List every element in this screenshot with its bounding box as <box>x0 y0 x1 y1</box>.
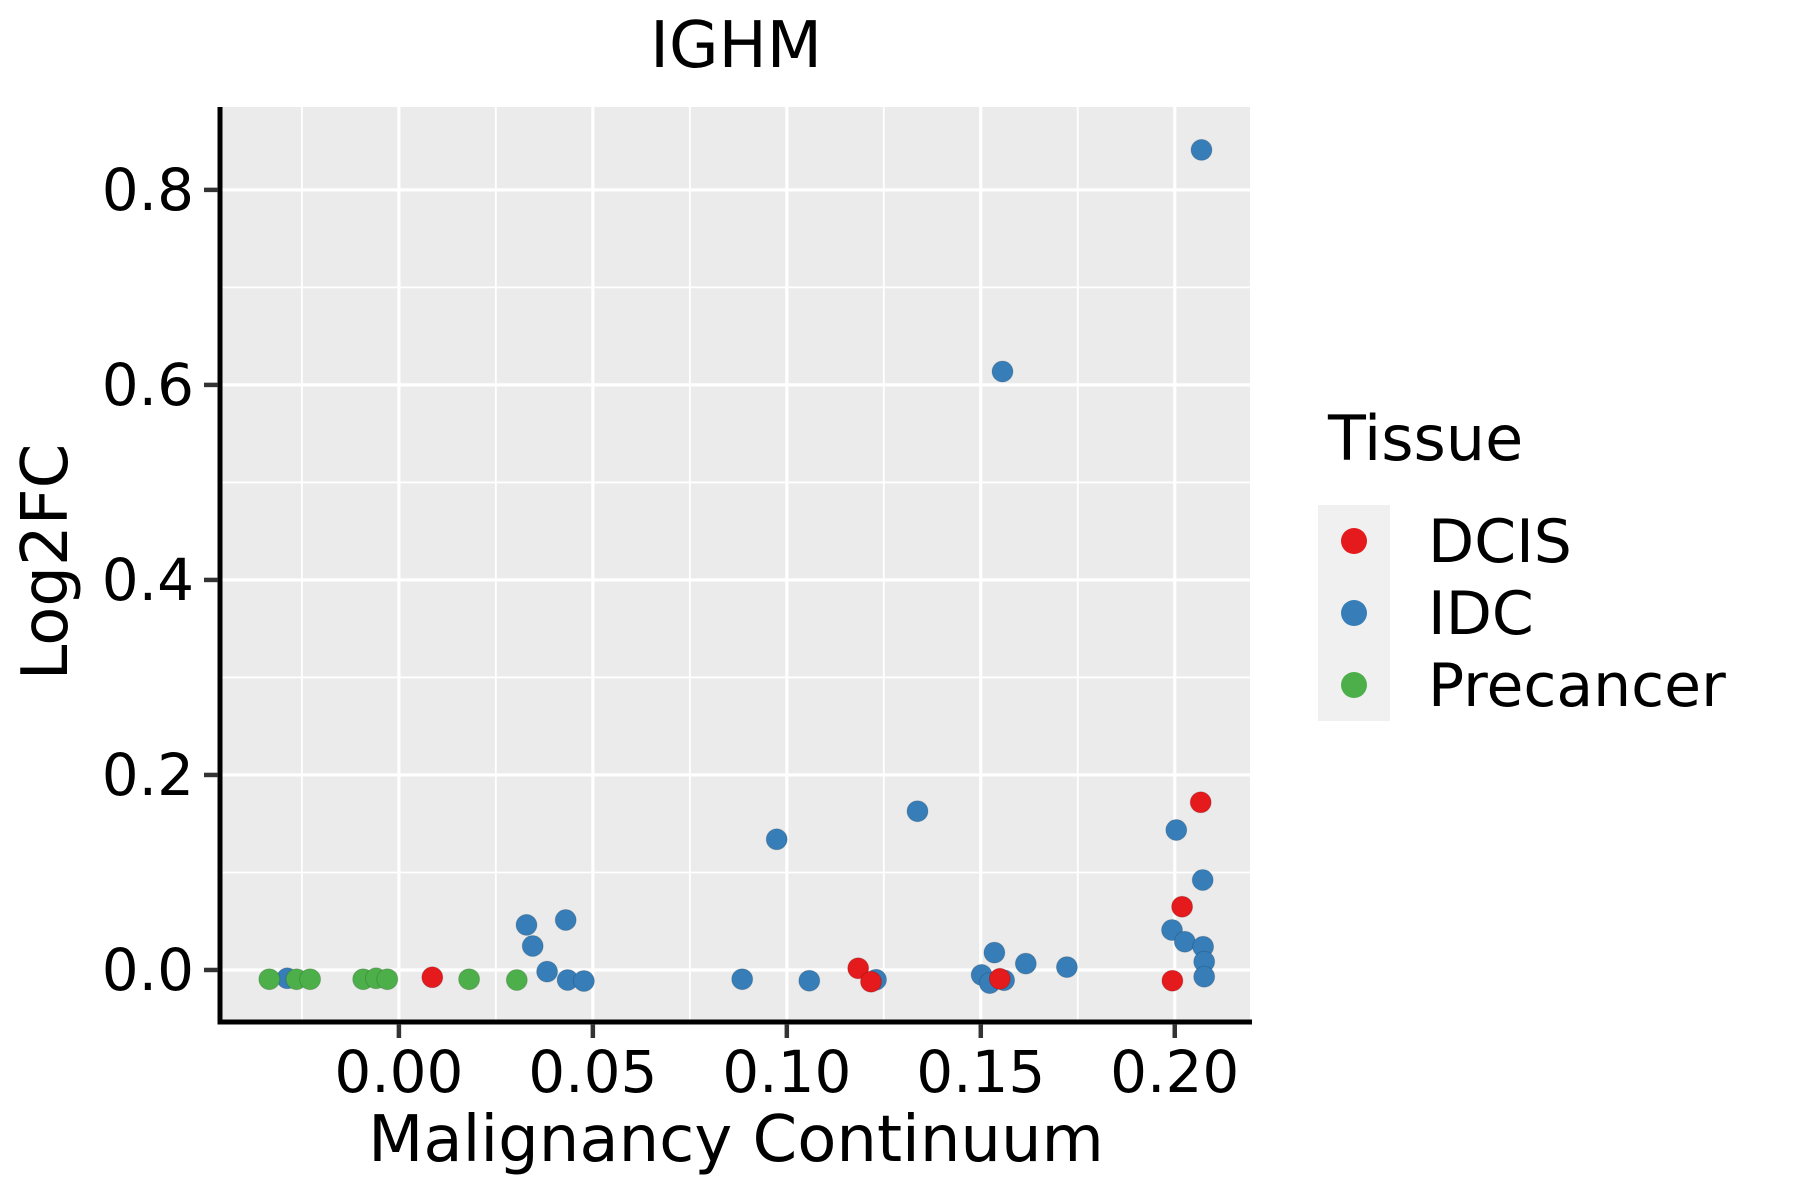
data-point-dcis <box>1171 895 1194 918</box>
y-tick-label: 0.0 <box>101 935 194 1004</box>
data-point-precancer <box>376 968 399 991</box>
panel-background <box>222 107 1250 1020</box>
data-point-precancer <box>458 968 481 991</box>
legend: Tissue DCIS IDC Precancer <box>1318 404 1788 764</box>
legend-key-idc <box>1318 577 1390 649</box>
data-point-idc <box>765 828 788 851</box>
data-point-idc <box>521 935 544 957</box>
y-tick-label: 0.2 <box>101 740 194 809</box>
data-point-dcis <box>988 967 1011 990</box>
legend-key-dcis <box>1318 505 1390 577</box>
plot-title: IGHM <box>650 9 822 83</box>
data-point-idc <box>1191 869 1214 891</box>
idc-dot-icon <box>1341 600 1367 626</box>
data-point-precancer <box>299 968 322 991</box>
data-point-idc <box>798 969 821 992</box>
dcis-dot-icon <box>1341 528 1367 554</box>
x-tick-label: 0.00 <box>334 1038 464 1106</box>
legend-title: Tissue <box>1328 402 1524 475</box>
data-point-dcis <box>847 957 870 980</box>
legend-label-precancer: Precancer <box>1428 651 1726 721</box>
y-tick-label: 0.4 <box>101 545 194 614</box>
legend-key-precancer <box>1318 649 1390 721</box>
x-tick-label: 0.15 <box>916 1038 1046 1106</box>
data-point-idc <box>572 970 595 992</box>
data-point-idc <box>1173 930 1196 953</box>
data-point-idc <box>515 913 538 936</box>
legend-label-idc: IDC <box>1428 579 1534 649</box>
x-tick-label: 0.20 <box>1110 1038 1240 1106</box>
x-tick-label: 0.05 <box>528 1038 658 1106</box>
x-axis-title: Malignancy Continuum <box>368 1103 1104 1177</box>
precancer-dot-icon <box>1341 672 1367 698</box>
data-point-idc <box>536 960 559 983</box>
data-point-idc <box>1193 965 1216 988</box>
data-point-idc <box>1165 819 1188 841</box>
legend-label-dcis: DCIS <box>1428 507 1572 577</box>
data-point-idc <box>906 800 929 823</box>
data-point-idc <box>1055 956 1078 979</box>
data-point-idc <box>1014 952 1037 975</box>
data-point-dcis <box>1161 969 1184 992</box>
data-point-idc <box>991 360 1014 383</box>
data-point-idc <box>983 941 1006 964</box>
y-tick-label: 0.6 <box>101 350 194 419</box>
data-point-dcis <box>421 966 444 989</box>
data-point-dcis <box>1189 791 1212 814</box>
data-point-idc <box>731 968 754 991</box>
data-point-idc <box>1190 138 1213 161</box>
data-point-precancer <box>258 968 281 991</box>
data-point-idc <box>554 909 577 931</box>
data-point-precancer <box>505 969 528 991</box>
x-tick-label: 0.10 <box>722 1038 852 1106</box>
y-tick-label: 0.8 <box>101 155 194 224</box>
data-point-dcis <box>860 970 882 993</box>
